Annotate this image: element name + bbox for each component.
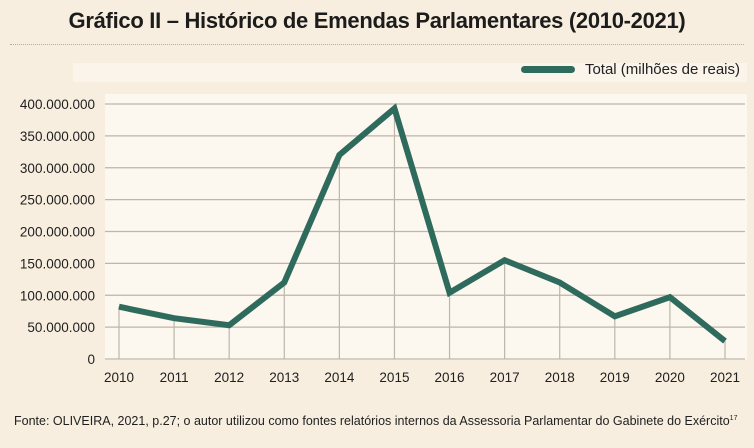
- y-tick-label: 0: [87, 352, 95, 367]
- y-tick-label: 350.000.000: [20, 129, 95, 144]
- y-tick-label: 100.000.000: [20, 288, 95, 303]
- chart-title: Gráfico II – Histórico de Emendas Parlam…: [68, 8, 686, 33]
- legend-swatch: [520, 66, 575, 73]
- legend-band: [73, 63, 747, 82]
- x-tick-label: 2019: [600, 370, 630, 385]
- y-tick-label: 150.000.000: [20, 256, 95, 271]
- source-text: Fonte: OLIVEIRA, 2021, p.27; o autor uti…: [14, 414, 730, 429]
- plot-area: [105, 94, 747, 360]
- x-tick-label: 2018: [545, 370, 575, 385]
- legend-label: Total (milhões de reais): [584, 61, 740, 78]
- x-tick-label: 2012: [214, 370, 244, 385]
- y-tick-label: 50.000.000: [27, 320, 95, 335]
- x-axis-ticks: 2010 2011 2012 2013 2014 2015 2016 2017 2018 2019…: [104, 370, 740, 385]
- vertical-gridlines: [118, 108, 726, 359]
- title-divider: [10, 44, 744, 45]
- y-axis-ticks: 0 50.000.000 100.000.000 150.000.000 200.000…: [20, 97, 95, 367]
- source-note: Fonte: OLIVEIRA, 2021, p.27; o autor uti…: [14, 410, 744, 430]
- series-group: [118, 103, 727, 344]
- x-tick-label: 2015: [379, 370, 409, 385]
- x-tick-label: 2011: [160, 370, 189, 385]
- x-tick-label: 2017: [490, 370, 520, 385]
- x-tick-label: 2020: [655, 370, 685, 385]
- x-tick-label: 2021: [710, 370, 740, 385]
- y-tick-label: 200.000.000: [20, 225, 95, 240]
- x-tick-label: 2013: [269, 370, 299, 385]
- y-tick-label: 250.000.000: [20, 193, 95, 208]
- series-line: [118, 103, 727, 344]
- source-footnote: 17: [729, 415, 738, 422]
- x-tick-label: 2016: [435, 370, 465, 385]
- x-tick-label: 2010: [104, 370, 134, 385]
- legend: Total (milhões de reais): [520, 61, 740, 78]
- y-tick-label: 400.000.000: [20, 97, 95, 112]
- x-tick-label: 2014: [324, 370, 355, 385]
- horizontal-gridlines: [105, 103, 745, 360]
- y-tick-label: 300.000.000: [20, 161, 95, 176]
